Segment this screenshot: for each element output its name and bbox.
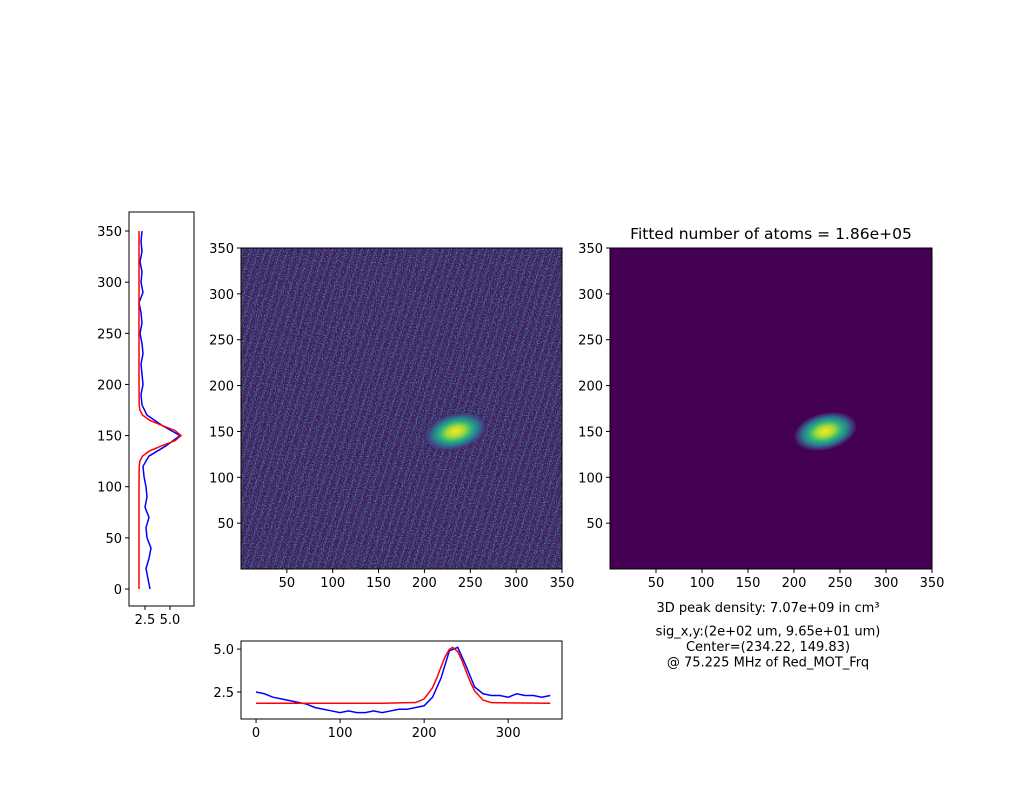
axes-frame (128, 211, 195, 607)
y-tick-label: 0 (114, 583, 122, 598)
profile-line (138, 230, 182, 590)
x-tick-label: 300 (504, 576, 529, 591)
chart-title: Fitted number of atoms = 1.86e+05 (630, 225, 912, 243)
y-tick-label: 200 (578, 380, 603, 395)
y-tick-label: 250 (209, 334, 234, 349)
profile-line (256, 646, 551, 704)
x-tick-label: 200 (782, 576, 807, 591)
x-tick-label: 300 (496, 726, 521, 741)
image-noise (241, 248, 562, 569)
y-tick-label: 100 (578, 471, 603, 486)
y-tick-label: 200 (209, 380, 234, 395)
atom-cloud (792, 411, 858, 452)
y-tick-label: 300 (209, 288, 234, 303)
x-tick-label: 200 (412, 576, 437, 591)
x-tick-label: 150 (366, 576, 391, 591)
x-tick-label: 0 (252, 726, 260, 741)
y-tick-label: 150 (578, 425, 603, 440)
x-tick-label: 250 (828, 576, 853, 591)
x-tick-label: 350 (920, 576, 945, 591)
y-tick-label: 350 (578, 242, 603, 257)
axes-frame (240, 640, 563, 720)
y-tick-label: 250 (578, 334, 603, 349)
x-tick-label: 5.0 (160, 613, 181, 628)
y-tick-label: 50 (217, 517, 234, 532)
y-tick-label: 250 (97, 327, 122, 342)
x-tick-label: 2.5 (135, 613, 156, 628)
y-tick-label: 5.0 (213, 643, 234, 658)
x-tick-label: 50 (279, 576, 296, 591)
atom-cloud (423, 411, 488, 452)
y-tick-label: 100 (97, 481, 122, 496)
annotation: @ 75.225 MHz of Red_MOT_Frq (667, 656, 869, 671)
y-tick-label: 200 (97, 378, 122, 393)
x-tick-label: 100 (320, 576, 345, 591)
x-tick-label: 350 (550, 576, 575, 591)
image-background (610, 248, 932, 569)
y-tick-label: 300 (578, 288, 603, 303)
y-tick-label: 150 (97, 430, 122, 445)
annotation: Center=(234.22, 149.83) (686, 640, 850, 655)
axes-frame (240, 247, 563, 570)
x-tick-label: 300 (874, 576, 899, 591)
x-tick-label: 50 (648, 576, 665, 591)
annotation: 3D peak density: 7.07e+09 in cm³ (656, 601, 879, 616)
axes-frame (609, 247, 933, 570)
x-tick-label: 100 (690, 576, 715, 591)
x-tick-label: 150 (736, 576, 761, 591)
y-tick-label: 50 (586, 517, 603, 532)
y-tick-label: 300 (97, 276, 122, 291)
x-tick-label: 100 (328, 726, 353, 741)
plot-area (241, 641, 562, 719)
y-tick-label: 150 (209, 425, 234, 440)
plot-area (610, 248, 932, 569)
y-tick-label: 350 (97, 225, 122, 240)
x-tick-label: 250 (458, 576, 483, 591)
x-tick-label: 200 (412, 726, 437, 741)
profile-line (138, 231, 183, 590)
y-tick-label: 350 (209, 242, 234, 257)
y-tick-label: 100 (209, 471, 234, 486)
plot-area (241, 248, 562, 569)
y-tick-label: 50 (105, 532, 122, 547)
plot-area (129, 212, 194, 606)
plot-background (241, 641, 562, 719)
y-tick-label: 2.5 (213, 686, 234, 701)
annotation: sig_x,y:(2e+02 um, 9.65e+01 um) (656, 625, 881, 640)
